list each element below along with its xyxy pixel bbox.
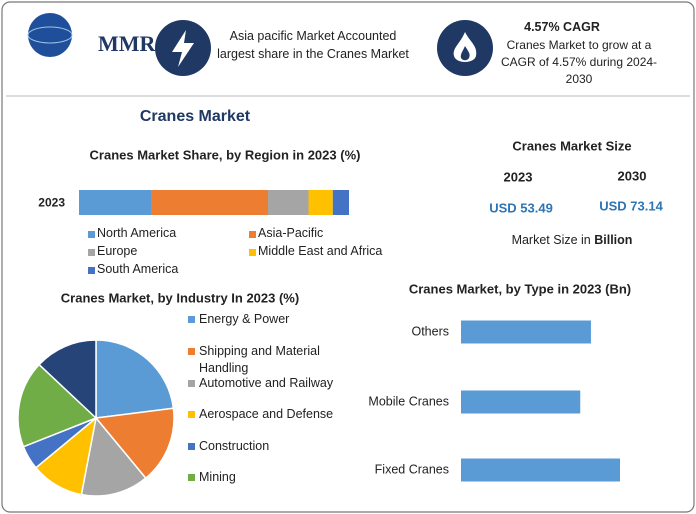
- logo-orbit: [27, 26, 73, 44]
- y-tick-label: Others: [411, 324, 449, 338]
- legend-label: Aerospace and Defense: [199, 407, 334, 421]
- pie-slice: [80, 416, 147, 497]
- pie-slice: [17, 363, 98, 448]
- legend-label: Mining: [199, 470, 236, 484]
- legend-swatch: [249, 231, 256, 238]
- size-value: USD 53.49: [489, 200, 553, 215]
- size-note-text: Market Size in: [512, 233, 595, 247]
- legend-label: North America: [97, 226, 177, 240]
- size-title: Cranes Market Size: [512, 138, 631, 153]
- chart-title: Cranes Market, by Type in 2023 (Bn): [409, 281, 631, 296]
- bar: [461, 390, 581, 414]
- size-unit: Billion: [594, 233, 632, 247]
- legend-label: Automotive and Railway: [199, 376, 334, 390]
- legend-swatch: [249, 249, 256, 256]
- legend-swatch: [188, 348, 195, 355]
- y-tick-label: 2023: [38, 196, 65, 210]
- legend-label: Middle East and Africa: [258, 244, 383, 258]
- bolt-icon: [172, 30, 194, 67]
- bar-segment: [332, 190, 349, 215]
- legend-swatch: [88, 249, 95, 256]
- legend-label: Asia-Pacific: [258, 226, 324, 240]
- size-note: Market Size in Billion: [512, 233, 633, 247]
- legend-swatch: [188, 443, 195, 450]
- logo-globe: [28, 13, 72, 57]
- legend-swatch: [88, 267, 95, 274]
- legend-swatch: [188, 380, 195, 387]
- pie-slice: [94, 407, 175, 480]
- chart-title: Cranes Market Share, by Region in 2023 (…: [90, 147, 361, 162]
- y-tick-label: Fixed Cranes: [375, 462, 449, 476]
- logo-text: MMR: [98, 31, 157, 56]
- bar: [461, 320, 591, 344]
- info-text: Asia pacific Market Accounted largest sh…: [217, 29, 409, 61]
- bar-segment: [79, 190, 152, 215]
- legend-swatch: [188, 474, 195, 481]
- bar: [461, 458, 620, 482]
- bar-segment: [308, 190, 333, 215]
- main-title: Cranes Market: [140, 108, 251, 125]
- bar-segment: [268, 190, 309, 215]
- legend-swatch: [188, 316, 195, 323]
- info-text: Cranes Market to grow at a CAGR of 4.57%…: [500, 38, 658, 86]
- legend-swatch: [88, 231, 95, 238]
- size-year: 2023: [504, 169, 533, 184]
- size-year: 2030: [618, 168, 647, 183]
- legend-label: Shipping and Material Handling: [199, 344, 320, 375]
- pie-slice: [95, 339, 175, 419]
- chart-title: Cranes Market, by Industry In 2023 (%): [61, 290, 299, 305]
- info-title: 4.57% CAGR: [524, 20, 600, 34]
- legend-swatch: [188, 411, 195, 418]
- legend-label: Europe: [97, 244, 138, 258]
- pie-slice: [38, 339, 97, 420]
- legend-label: Construction: [199, 439, 270, 453]
- legend-label: Energy & Power: [199, 312, 290, 326]
- flame-icon: [460, 46, 470, 61]
- y-tick-label: Mobile Cranes: [368, 394, 449, 408]
- legend-label: South America: [97, 262, 179, 276]
- size-value: USD 73.14: [599, 198, 663, 213]
- bar-segment: [151, 190, 268, 215]
